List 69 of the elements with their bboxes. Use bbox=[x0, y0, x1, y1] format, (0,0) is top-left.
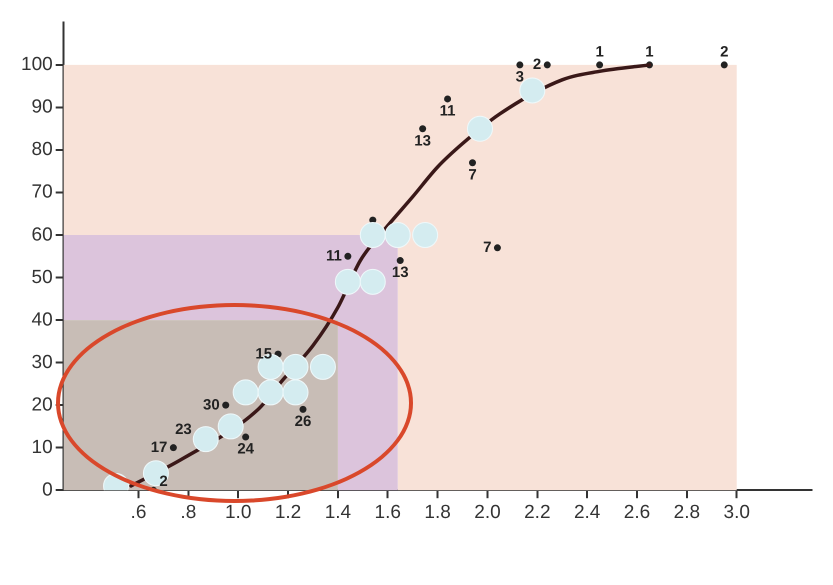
annotation: 30 bbox=[203, 396, 220, 414]
x-tick-label: 2.6 bbox=[624, 502, 650, 523]
point bbox=[396, 257, 404, 264]
y-tick-label: 80 bbox=[32, 139, 53, 160]
point bbox=[310, 354, 336, 380]
y-tick-label: 50 bbox=[32, 266, 53, 288]
annotation: 7 bbox=[483, 238, 492, 256]
point bbox=[170, 444, 177, 452]
annotation: 1 bbox=[645, 44, 654, 61]
x-tick-label: 1.8 bbox=[424, 502, 451, 523]
point bbox=[344, 252, 352, 260]
y-tick-label: 70 bbox=[32, 182, 53, 203]
y-tick-label: 90 bbox=[32, 96, 53, 118]
annotation: 17 bbox=[150, 438, 168, 456]
annotation: 2 bbox=[532, 56, 542, 74]
annotation: 11 bbox=[440, 102, 456, 120]
annotation: 13 bbox=[392, 264, 409, 282]
x-tick-label: 2.8 bbox=[674, 502, 700, 523]
y-tick-label: 30 bbox=[32, 352, 53, 373]
x-tick-label: 1.0 bbox=[224, 502, 252, 523]
point bbox=[720, 61, 728, 68]
x-tick-label: 1.6 bbox=[374, 502, 401, 523]
point bbox=[494, 244, 501, 252]
y-tick-label: 20 bbox=[32, 394, 53, 416]
point bbox=[596, 61, 604, 68]
y-tick-label: 100 bbox=[21, 54, 53, 76]
point bbox=[282, 379, 309, 406]
y-tick-label: 0 bbox=[42, 479, 53, 500]
x-tick-label: 2.2 bbox=[524, 502, 551, 523]
annotation: 3 bbox=[516, 68, 524, 86]
point bbox=[299, 406, 306, 413]
point bbox=[412, 222, 438, 248]
x-tick-label: 3.0 bbox=[724, 502, 750, 523]
annotation: 15 bbox=[255, 345, 272, 362]
x-tick-label: 1.4 bbox=[324, 502, 352, 523]
y-tick-label: 40 bbox=[32, 309, 53, 330]
point bbox=[258, 379, 284, 406]
point bbox=[334, 268, 361, 295]
point bbox=[282, 354, 309, 380]
x-tick-label: 1.2 bbox=[274, 502, 302, 523]
annotation: 2 bbox=[720, 44, 728, 61]
annotation: 7 bbox=[468, 166, 477, 184]
annotation: 1 bbox=[595, 44, 604, 61]
annotation: 23 bbox=[175, 420, 192, 438]
point bbox=[516, 61, 524, 68]
point bbox=[544, 61, 551, 68]
x-tick-label: 2.4 bbox=[574, 502, 601, 523]
point bbox=[242, 434, 250, 441]
point bbox=[232, 379, 259, 406]
point bbox=[360, 222, 386, 248]
point bbox=[192, 426, 219, 452]
annotation: 24 bbox=[237, 440, 255, 458]
point bbox=[360, 268, 386, 295]
point bbox=[469, 159, 476, 166]
y-tick-label: 10 bbox=[32, 436, 53, 458]
point bbox=[218, 413, 244, 440]
point bbox=[466, 116, 493, 142]
annotation: 26 bbox=[294, 413, 312, 430]
x-tick-label: .6 bbox=[130, 502, 146, 523]
x-tick-label: .8 bbox=[180, 502, 196, 523]
annotation: 13 bbox=[414, 132, 431, 150]
annotation: 11 bbox=[326, 247, 342, 264]
y-tick-label: 60 bbox=[32, 224, 53, 246]
annotation: 2 bbox=[159, 472, 168, 490]
x-tick-label: 2.0 bbox=[474, 502, 501, 523]
point bbox=[444, 95, 452, 102]
point bbox=[384, 222, 411, 248]
point bbox=[222, 402, 230, 409]
point bbox=[419, 125, 426, 132]
